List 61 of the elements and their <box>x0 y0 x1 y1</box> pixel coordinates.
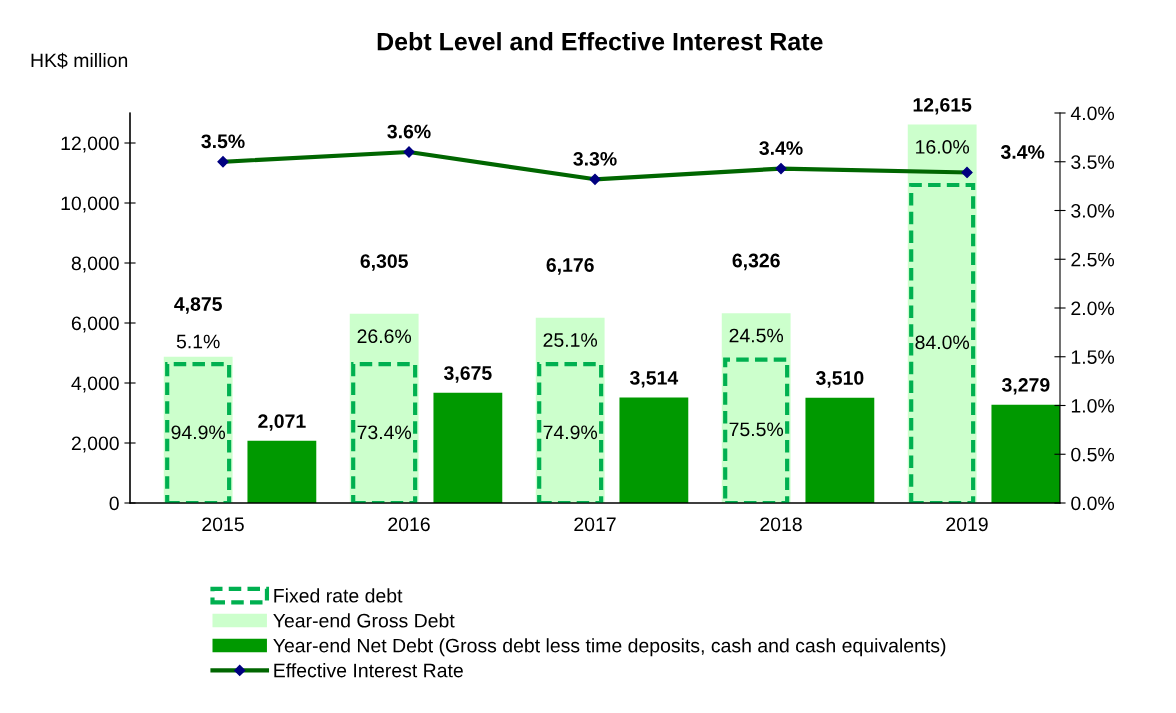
annotation: 24.5% <box>729 328 784 343</box>
x-tick-label: 2016 <box>388 517 430 532</box>
data-label: 3.4% <box>1000 145 1045 159</box>
y-tick-label: 2,000 <box>71 436 119 453</box>
annotation: 25.1% <box>543 333 598 347</box>
x-tick-label: 2019 <box>946 517 988 532</box>
legend-label: Year-end Net Debt (Gross debt less time deposits, cash and cash equivalents) <box>273 638 946 657</box>
y2-tick-label: 0.0% <box>1071 496 1115 511</box>
data-label: 6,305 <box>360 254 408 271</box>
y-tick-label: 6,000 <box>71 316 119 333</box>
y-tick-label: 10,000 <box>61 196 119 213</box>
data-label: 3.5% <box>201 134 245 149</box>
chart-title: Debt Level and Effective Interest Rate <box>377 32 823 51</box>
y2-tick-label: 4.0% <box>1070 106 1115 121</box>
data-label: 3,514 <box>629 370 679 388</box>
y2-tick-label: 1.0% <box>1071 398 1115 413</box>
annotation: 94.9% <box>171 425 226 440</box>
y-tick-label: 4,000 <box>71 376 119 393</box>
annotation: 75.5% <box>729 422 784 437</box>
y2-tick-label: 2.5% <box>1071 252 1115 267</box>
y2-tick-label: 1.5% <box>1071 350 1115 364</box>
y2-tick-label: 3.5% <box>1071 155 1115 169</box>
bar <box>349 313 419 503</box>
bar <box>907 124 977 503</box>
data-label: 3.4% <box>759 141 803 156</box>
data-label: 6,176 <box>546 258 594 275</box>
data-label: 4,875 <box>174 297 222 314</box>
y2-tick-label: 0.5% <box>1071 447 1115 462</box>
legend-label: Effective Interest Rate <box>274 663 463 678</box>
bar <box>535 317 605 503</box>
bar <box>433 392 503 503</box>
bar <box>721 313 791 503</box>
data-label: 3.3% <box>573 151 617 166</box>
bar <box>991 404 1060 503</box>
legend-label: Year-end Gross Debt <box>273 613 455 628</box>
bar <box>247 440 317 503</box>
annotation: 16.0% <box>916 140 970 154</box>
y2-tick-label: 2.0% <box>1071 301 1115 316</box>
annotation: 26.6% <box>357 329 412 344</box>
data-label: 3,510 <box>815 371 864 388</box>
bar <box>805 397 875 503</box>
data-label: 12,615 <box>913 97 972 115</box>
y-tick-label: 0 <box>109 496 119 511</box>
bar <box>619 397 689 503</box>
data-label: 3,279 <box>1001 378 1050 395</box>
annotation: 74.9% <box>543 425 598 440</box>
x-tick-label: 2017 <box>574 517 616 532</box>
y-tick-label: 8,000 <box>71 256 119 273</box>
x-tick-label: 2015 <box>202 517 244 532</box>
data-label: 3.6% <box>387 124 431 139</box>
y-tick-label: 12,000 <box>61 136 119 153</box>
x-tick-label: 2018 <box>760 517 802 532</box>
annotation: 84.0% <box>915 335 970 350</box>
data-label: 3,675 <box>443 366 492 383</box>
y-axis-title: HK$ million <box>31 52 128 69</box>
annotation: 5.1% <box>176 334 220 349</box>
annotation: 73.4% <box>357 425 412 440</box>
y2-tick-label: 3.0% <box>1071 203 1115 218</box>
data-label: 6,326 <box>732 253 780 271</box>
legend-label: Fixed rate debt <box>274 588 403 603</box>
data-label: 2,071 <box>258 414 306 431</box>
